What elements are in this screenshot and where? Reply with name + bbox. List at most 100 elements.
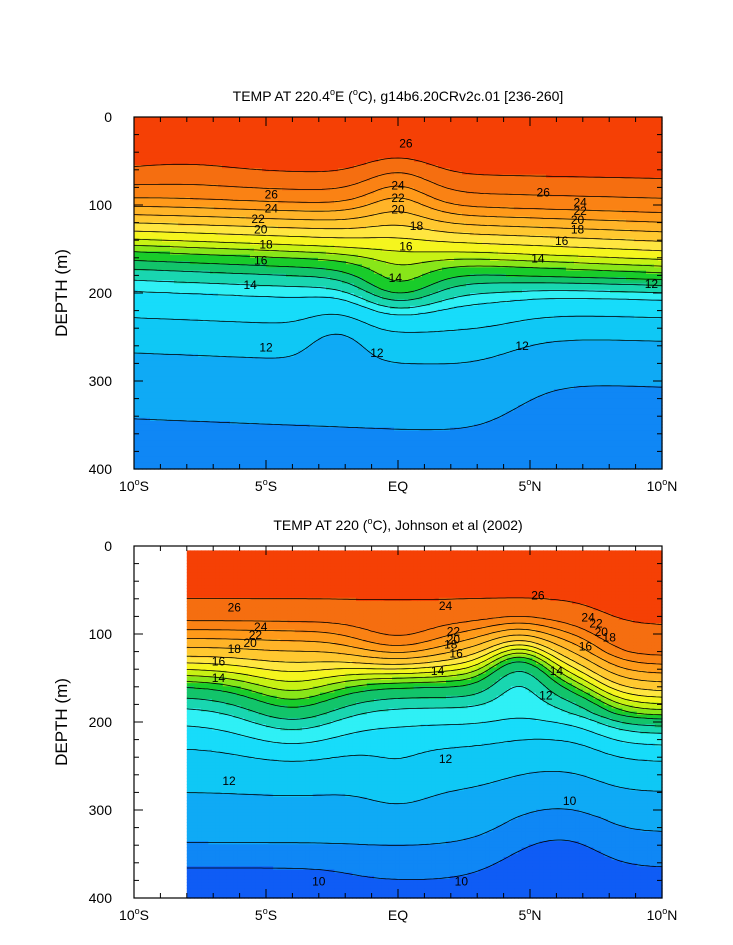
field-cell xyxy=(174,389,179,393)
field-cell xyxy=(230,190,235,195)
field-cell xyxy=(210,203,215,208)
field-cell xyxy=(186,357,191,361)
field-cell xyxy=(194,401,199,406)
field-cell xyxy=(186,305,191,310)
field-cell xyxy=(174,401,179,406)
field-cell xyxy=(206,245,211,249)
field-cell xyxy=(218,302,223,307)
field-cell xyxy=(214,315,219,320)
field-cell xyxy=(138,385,143,390)
field-cell xyxy=(142,305,147,310)
field-cell xyxy=(158,331,163,336)
field-cell xyxy=(230,376,235,380)
field-cell xyxy=(150,197,155,201)
field-cell xyxy=(158,373,163,377)
field-cell xyxy=(214,395,219,400)
field-cell xyxy=(146,277,151,281)
field-cell xyxy=(182,337,187,342)
field-cell xyxy=(142,430,147,435)
field-cell xyxy=(218,465,223,470)
field-cell xyxy=(154,433,159,438)
field-cell xyxy=(182,203,187,208)
field-cell xyxy=(186,241,191,246)
field-cell xyxy=(234,177,239,182)
field-cell xyxy=(158,350,163,355)
field-cell xyxy=(178,248,183,252)
field-cell xyxy=(210,120,215,124)
field-cell xyxy=(154,136,159,140)
field-cell xyxy=(134,408,139,412)
field-cell xyxy=(158,456,163,460)
field-cell xyxy=(166,117,171,121)
field-cell xyxy=(234,280,239,284)
field-cell xyxy=(142,363,147,368)
field-cell xyxy=(162,289,167,294)
field-cell xyxy=(222,440,227,444)
field-cell xyxy=(134,331,139,336)
field-cell xyxy=(230,309,235,313)
field-cell xyxy=(210,277,215,281)
field-cell xyxy=(198,181,203,185)
field-cell xyxy=(226,411,231,416)
field-cell xyxy=(222,267,227,272)
field-cell xyxy=(162,235,167,240)
field-cell xyxy=(146,296,151,300)
field-cell xyxy=(154,133,159,137)
field-cell xyxy=(138,373,143,377)
field-cell xyxy=(218,408,223,412)
field-cell xyxy=(150,453,155,457)
field-cell xyxy=(178,353,183,358)
field-cell xyxy=(150,286,155,291)
field-cell xyxy=(138,222,143,227)
field-cell xyxy=(146,376,151,380)
field-cell xyxy=(186,264,191,268)
field-cell xyxy=(182,254,187,259)
field-cell xyxy=(162,369,167,374)
field-cell xyxy=(202,238,207,243)
field-cell xyxy=(138,168,143,172)
field-cell xyxy=(226,283,231,288)
field-cell xyxy=(146,149,151,153)
field-cell xyxy=(218,120,223,124)
field-cell xyxy=(234,152,239,156)
field-cell xyxy=(174,225,179,230)
field-cell xyxy=(194,280,199,284)
field-cell xyxy=(134,305,139,310)
field-cell xyxy=(190,424,195,428)
field-cell xyxy=(178,206,183,211)
field-cell xyxy=(194,417,199,422)
field-cell xyxy=(154,293,159,297)
field-cell xyxy=(190,456,195,460)
field-cell xyxy=(210,139,215,144)
field-cell xyxy=(138,376,143,380)
field-cell xyxy=(226,289,231,294)
field-cell xyxy=(226,385,231,390)
field-cell xyxy=(142,353,147,358)
field-cell xyxy=(226,286,231,291)
field-cell xyxy=(218,321,223,326)
field-cell xyxy=(214,373,219,377)
field-cell xyxy=(182,302,187,307)
field-cell xyxy=(174,315,179,320)
field-cell xyxy=(186,446,191,451)
field-cell xyxy=(202,277,207,281)
field-cell xyxy=(174,360,179,364)
field-cell xyxy=(186,331,191,336)
field-cell xyxy=(162,430,167,435)
field-cell xyxy=(202,440,207,444)
field-cell xyxy=(138,389,143,393)
field-cell xyxy=(178,264,183,268)
field-cell xyxy=(218,139,223,144)
field-cell xyxy=(230,392,235,396)
field-cell xyxy=(138,325,143,329)
field-cell xyxy=(198,158,203,163)
field-cell xyxy=(162,213,167,217)
field-cell xyxy=(158,165,163,169)
field-cell xyxy=(210,133,215,137)
field-cell xyxy=(138,398,143,403)
field-cell xyxy=(206,261,211,265)
field-cell xyxy=(210,155,215,160)
field-cell xyxy=(226,456,231,460)
field-cell xyxy=(194,248,199,252)
field-cell xyxy=(162,328,167,332)
